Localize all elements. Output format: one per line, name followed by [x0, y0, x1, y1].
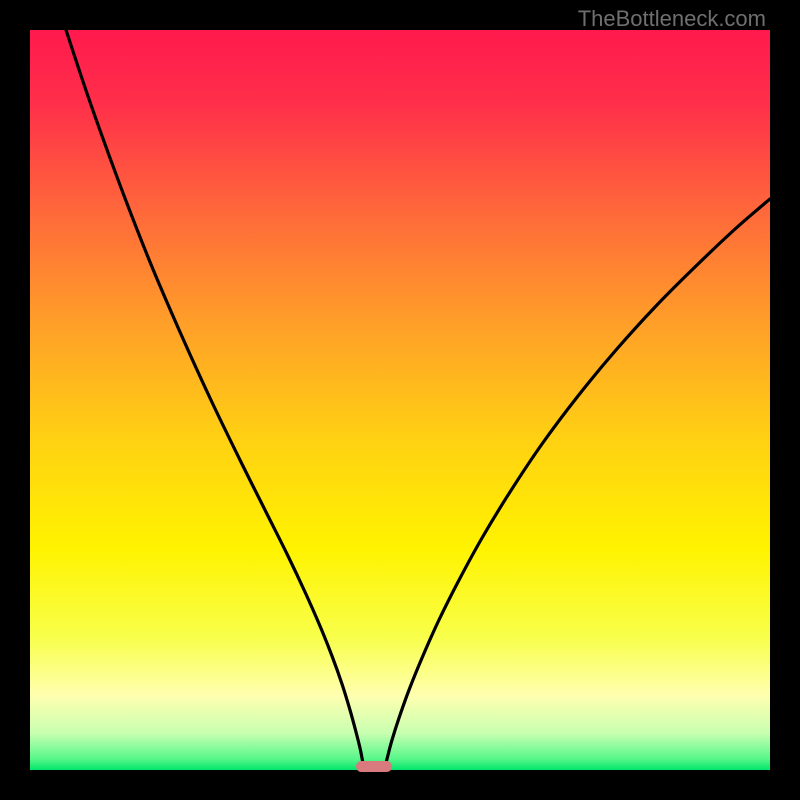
curve-right-branch: [385, 199, 770, 767]
chart-frame: TheBottleneck.com: [0, 0, 800, 800]
curve-left-branch: [66, 30, 363, 767]
bottleneck-curve: [30, 30, 770, 770]
watermark-text: TheBottleneck.com: [578, 6, 766, 32]
baseline-marker: [356, 761, 392, 772]
plot-area: [30, 30, 770, 770]
